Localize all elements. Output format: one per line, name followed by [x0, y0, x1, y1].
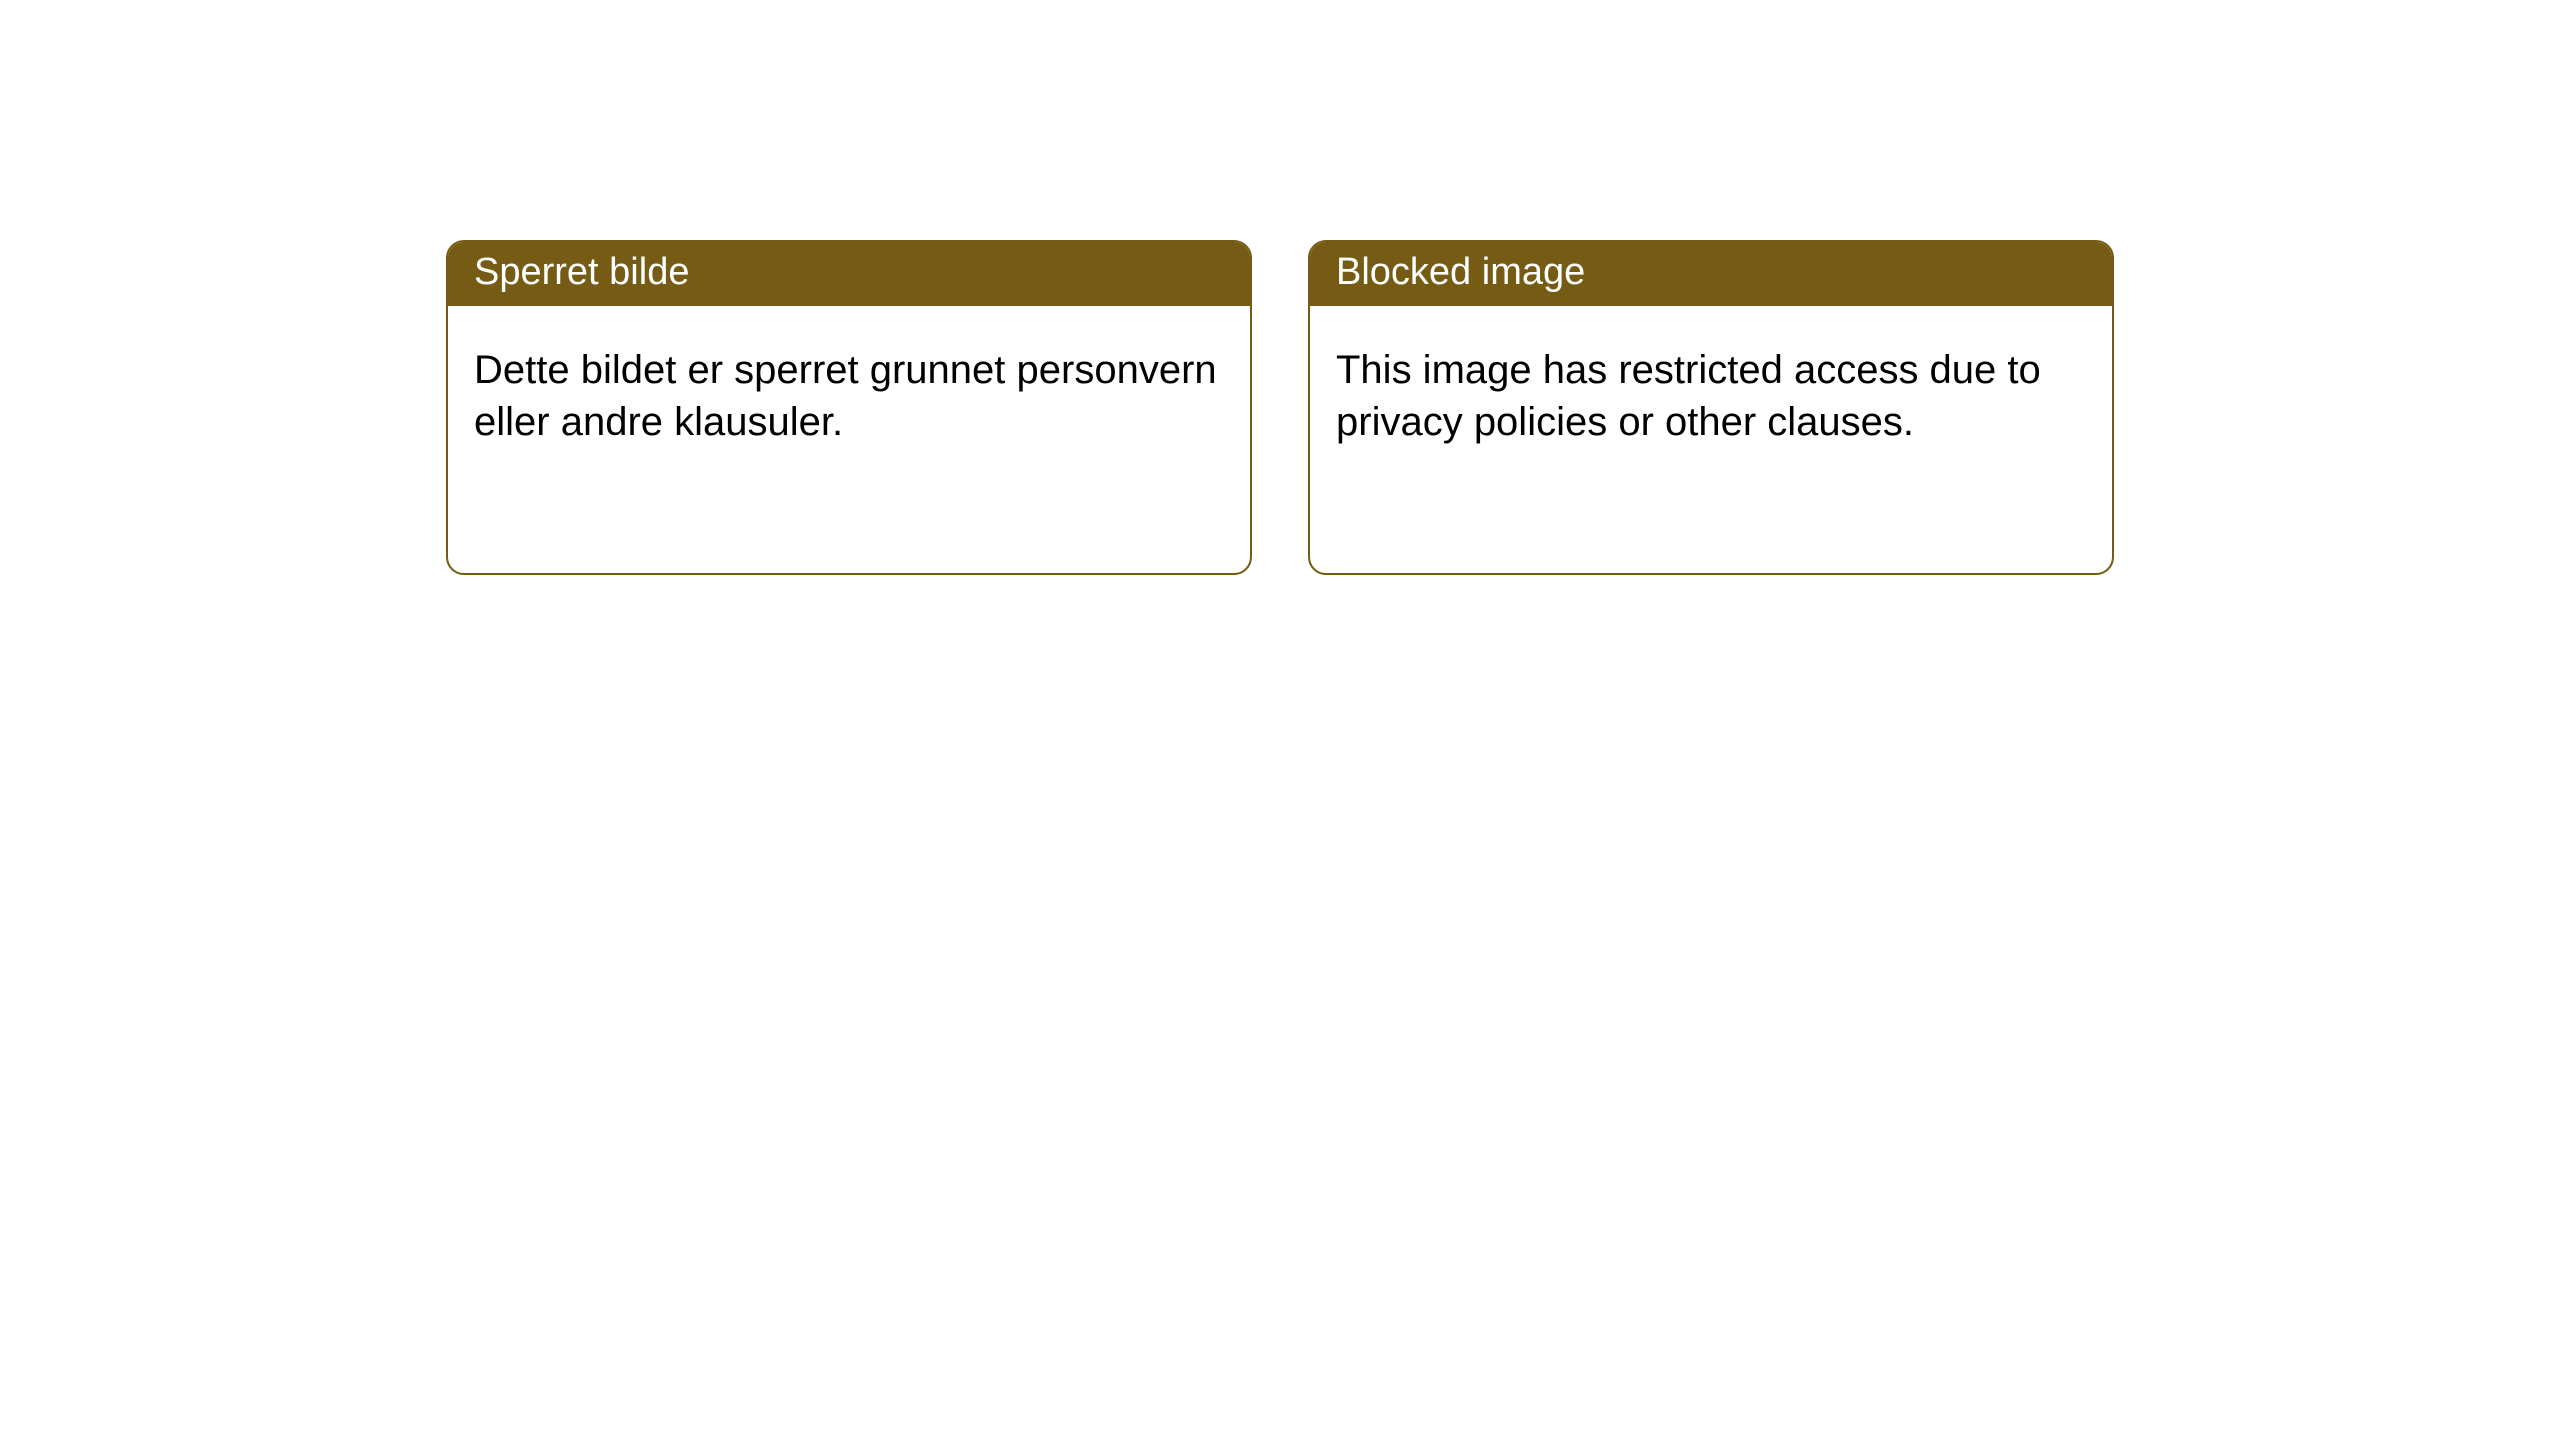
notice-container: Sperret bilde Dette bildet er sperret gr…	[0, 0, 2560, 575]
notice-card-english: Blocked image This image has restricted …	[1308, 240, 2114, 575]
notice-body: This image has restricted access due to …	[1310, 306, 2112, 474]
notice-title: Sperret bilde	[448, 242, 1250, 306]
notice-body: Dette bildet er sperret grunnet personve…	[448, 306, 1250, 474]
notice-card-norwegian: Sperret bilde Dette bildet er sperret gr…	[446, 240, 1252, 575]
notice-title: Blocked image	[1310, 242, 2112, 306]
